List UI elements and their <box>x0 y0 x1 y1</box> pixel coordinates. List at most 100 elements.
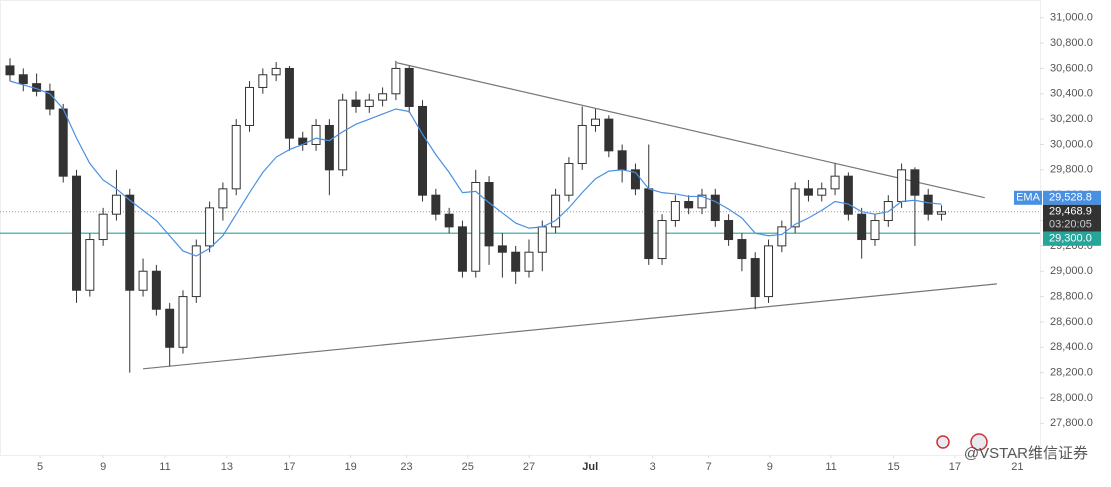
y-tick-label: 30,800.0 <box>1050 37 1093 49</box>
candle-body <box>18 74 28 85</box>
candle-body <box>537 226 547 253</box>
trendline <box>142 283 997 370</box>
candle-body <box>138 270 148 291</box>
x-tick-label: 5 <box>37 461 43 473</box>
watermark-icons <box>936 433 988 451</box>
candle-body <box>604 118 614 152</box>
y-tick-label: 28,600.0 <box>1050 316 1093 328</box>
candle-body <box>404 67 414 107</box>
candle-body <box>338 99 348 171</box>
x-tick-label: 25 <box>462 461 474 473</box>
candle-body <box>98 213 108 241</box>
last-price: 29,468.9 <box>1049 206 1092 218</box>
candle-body <box>191 245 201 298</box>
candle-body <box>311 124 321 145</box>
x-tick-label: 11 <box>159 461 170 473</box>
candle-body <box>617 150 627 171</box>
candle-body <box>245 86 255 126</box>
candle-body <box>790 188 800 228</box>
candle-body <box>5 65 15 76</box>
watermark: @VSTAR维信证券 <box>964 445 1088 462</box>
countdown: 03:20:05 <box>1049 219 1092 231</box>
candle-body <box>418 105 428 196</box>
candle-body <box>324 124 334 171</box>
candle-body <box>657 220 667 260</box>
candle-body <box>271 67 281 76</box>
candle-body <box>750 258 760 298</box>
candle-body <box>85 239 95 291</box>
ema-name-box <box>1014 190 1042 205</box>
candle-body <box>111 194 121 215</box>
candle-body <box>351 99 361 107</box>
candle-body <box>937 211 947 215</box>
candle-body <box>378 93 388 101</box>
candle-body <box>857 213 867 241</box>
x-tick-label: 13 <box>221 461 233 473</box>
ema-value-box <box>1043 190 1101 205</box>
candle-body <box>484 182 494 247</box>
x-tick-label: 23 <box>400 461 412 473</box>
y-tick-label: 30,400.0 <box>1050 88 1093 100</box>
candle-body <box>511 251 521 272</box>
candle-body <box>72 175 82 291</box>
candle-body <box>258 74 268 88</box>
candle-body <box>630 169 640 190</box>
level-box <box>1043 231 1101 246</box>
candle-body <box>497 245 507 253</box>
candle-body <box>457 226 467 272</box>
candle-body <box>737 239 747 260</box>
candle-body <box>697 194 707 209</box>
candle-body <box>591 118 601 126</box>
candle-body <box>843 175 853 215</box>
candle-body <box>910 169 920 196</box>
candle-body <box>125 194 135 291</box>
x-tick-label: 27 <box>523 461 535 473</box>
y-tick-label: 30,000.0 <box>1050 138 1093 150</box>
x-tick-label: 9 <box>100 461 106 473</box>
y-tick-label: 30,200.0 <box>1050 113 1093 125</box>
candle-body <box>670 201 680 222</box>
x-tick-label: 17 <box>283 461 295 473</box>
candle-body <box>524 251 534 272</box>
candle-body <box>803 188 813 196</box>
ema-name: EMA <box>1016 192 1041 204</box>
candle-body <box>364 99 374 107</box>
x-tick-label: 15 <box>887 461 899 473</box>
x-tick-label: 17 <box>949 461 961 473</box>
ema-line <box>9 80 942 257</box>
candle-body <box>897 169 907 203</box>
candle-body <box>830 175 840 190</box>
candle-body <box>151 270 161 310</box>
trendline <box>396 62 985 199</box>
x-tick-label: 3 <box>650 461 656 473</box>
candle-body <box>218 188 228 209</box>
y-tick-label: 28,200.0 <box>1050 367 1093 379</box>
candle-body <box>764 245 774 298</box>
y-tick-label: 27,800.0 <box>1050 417 1093 429</box>
candle-body <box>165 308 175 348</box>
y-tick-label: 31,000.0 <box>1050 12 1093 24</box>
y-tick-label: 28,000.0 <box>1050 392 1093 404</box>
candle-body <box>551 194 561 228</box>
last-price-box <box>1043 204 1101 232</box>
candle-body <box>431 194 441 215</box>
candle-body <box>777 226 787 247</box>
x-tick-label: 21 <box>1011 461 1023 473</box>
x-tick-label: Jul <box>582 461 598 473</box>
candle-body <box>444 213 454 228</box>
candle-body <box>684 201 694 209</box>
candle-body <box>817 188 827 196</box>
candle-body <box>923 194 933 215</box>
y-tick-label: 28,400.0 <box>1050 341 1093 353</box>
candle-body <box>564 162 574 196</box>
ema-value: 29,528.8 <box>1049 192 1092 204</box>
candle-body <box>284 67 294 139</box>
candle-body <box>231 124 241 190</box>
x-tick-label: 9 <box>767 461 773 473</box>
plot-frame <box>0 0 1041 456</box>
candle-body <box>577 124 587 164</box>
candle-body <box>710 194 720 222</box>
y-tick-label: 29,000.0 <box>1050 265 1093 277</box>
candle-body <box>58 108 68 177</box>
